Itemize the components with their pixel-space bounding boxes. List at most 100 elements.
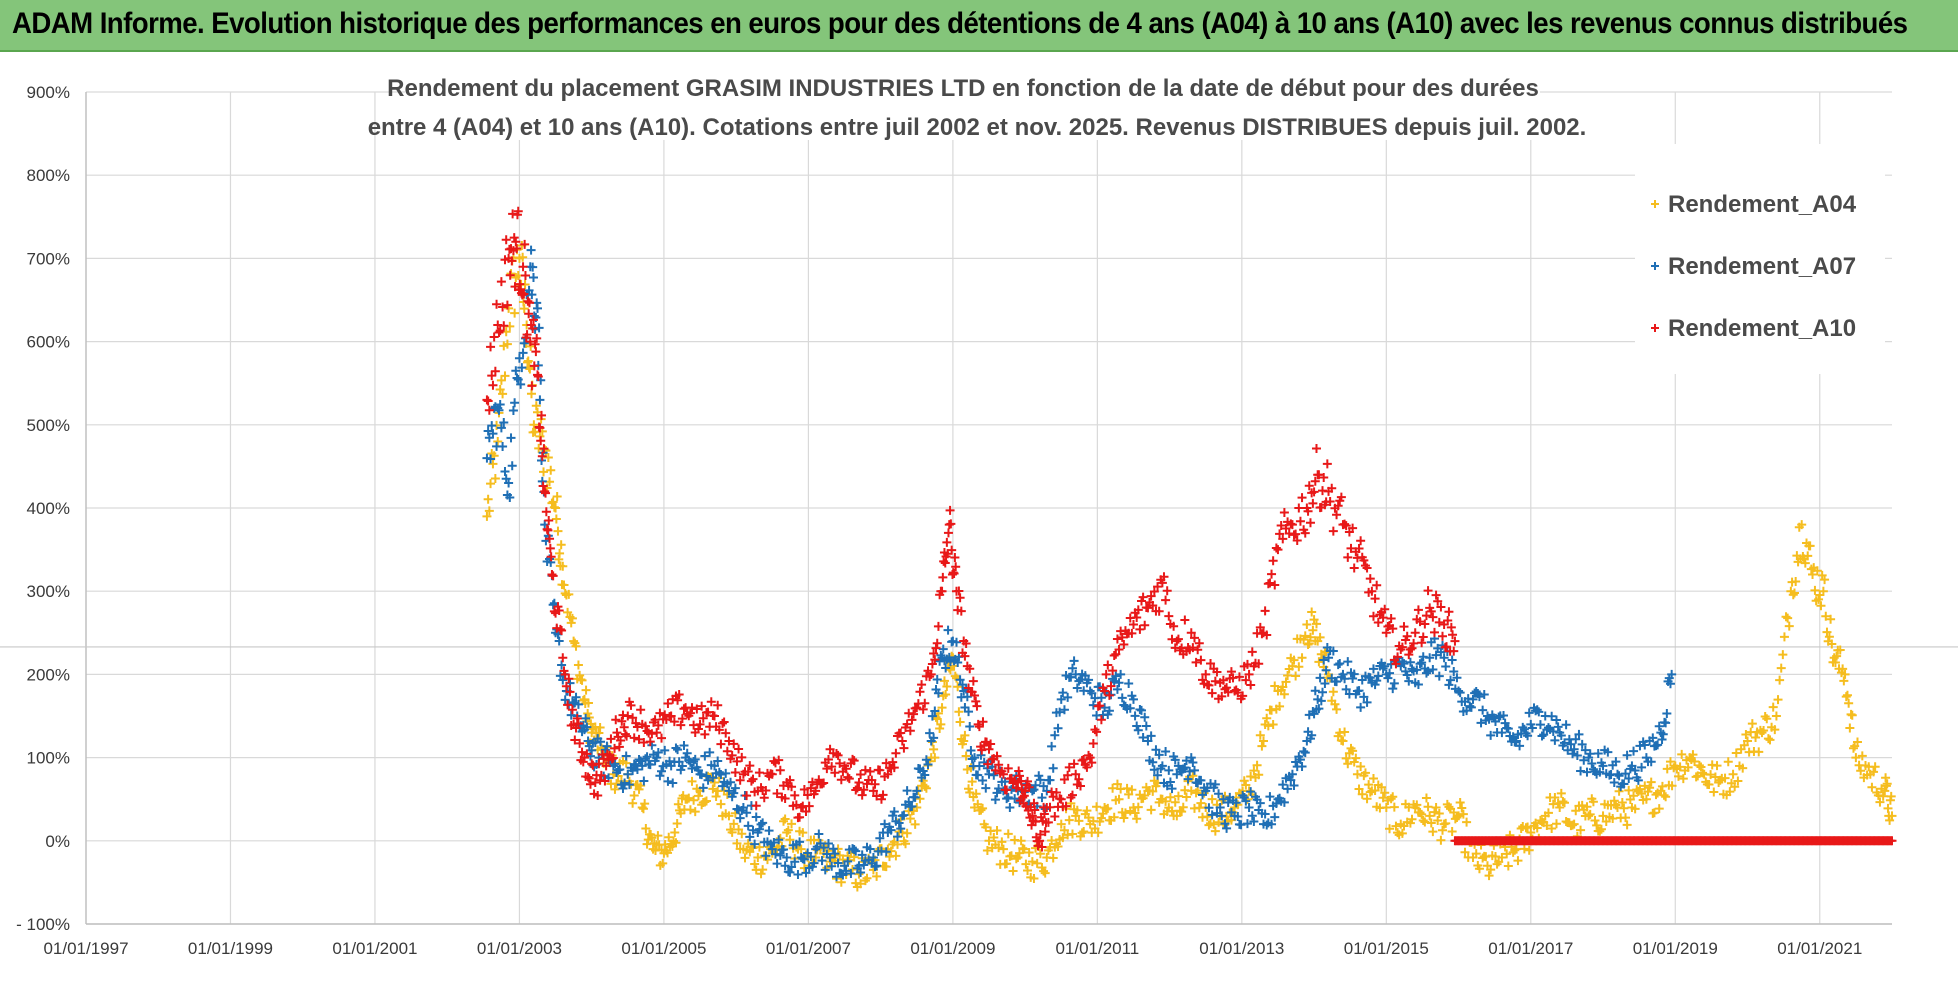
data-point xyxy=(505,492,515,502)
data-point xyxy=(532,333,542,343)
data-point xyxy=(714,725,724,735)
data-point xyxy=(767,769,777,779)
data-point xyxy=(713,700,723,710)
data-point xyxy=(506,433,516,443)
data-point xyxy=(1207,688,1217,698)
data-point xyxy=(775,833,785,843)
data-point xyxy=(557,660,567,670)
data-point xyxy=(657,733,667,743)
data-point xyxy=(1151,745,1161,755)
data-point xyxy=(1021,859,1031,869)
data-point xyxy=(881,862,891,872)
data-point xyxy=(1614,786,1624,796)
data-point xyxy=(1518,722,1528,732)
data-point xyxy=(698,783,708,793)
data-point xyxy=(1116,669,1126,679)
data-point xyxy=(1404,676,1414,686)
chart-title-backdrop xyxy=(405,62,1540,140)
data-point xyxy=(641,823,651,833)
data-point xyxy=(896,824,906,834)
data-point xyxy=(1305,632,1315,642)
data-point xyxy=(1222,823,1232,833)
data-point xyxy=(1104,690,1114,700)
data-point xyxy=(968,676,978,686)
chart: 900% 800% 700% 600% 500% 400% 300% 200% 100% 0% - … xyxy=(0,54,1958,985)
data-point xyxy=(1324,653,1334,663)
data-point xyxy=(484,506,494,516)
data-point xyxy=(994,760,1004,770)
data-point xyxy=(1292,535,1302,545)
data-point xyxy=(740,853,750,863)
data-point xyxy=(1289,655,1299,665)
data-point xyxy=(1309,709,1319,719)
data-point xyxy=(563,700,573,710)
data-point xyxy=(848,864,858,874)
data-point xyxy=(1180,615,1190,625)
data-point xyxy=(1233,811,1243,821)
data-point xyxy=(1490,716,1500,726)
data-point xyxy=(753,852,763,862)
data-point xyxy=(652,753,662,763)
data-point xyxy=(1222,683,1232,693)
series-Rendement_A07 xyxy=(482,245,1677,882)
data-point xyxy=(1372,676,1382,686)
data-point xyxy=(764,826,774,836)
data-point xyxy=(1576,766,1586,776)
chart-legend: Rendement_A04 Rendement_A07 Rendement_A10 xyxy=(1635,144,1885,374)
data-point xyxy=(910,792,920,802)
data-point xyxy=(1649,808,1659,818)
data-point xyxy=(941,689,951,699)
data-point xyxy=(896,728,906,738)
x-tick-label: 01/01/1997 xyxy=(43,939,128,958)
data-point xyxy=(1497,728,1507,738)
data-point xyxy=(1577,739,1587,749)
data-point xyxy=(624,780,634,790)
data-point xyxy=(1063,770,1073,780)
data-point xyxy=(926,669,936,679)
data-point xyxy=(483,396,493,406)
data-point xyxy=(1413,605,1423,615)
data-point xyxy=(1048,763,1058,773)
data-point xyxy=(1524,708,1534,718)
data-point xyxy=(1295,755,1305,765)
data-point xyxy=(486,454,496,464)
data-point xyxy=(1209,819,1219,829)
data-point xyxy=(1332,704,1342,714)
data-point xyxy=(527,381,537,391)
data-point xyxy=(1117,693,1127,703)
data-point xyxy=(1452,673,1462,683)
data-point xyxy=(1043,817,1053,827)
data-point xyxy=(1503,724,1513,734)
data-point xyxy=(1646,757,1656,767)
data-point xyxy=(482,395,492,405)
data-point xyxy=(1255,622,1265,632)
data-point xyxy=(1286,775,1296,785)
data-point xyxy=(841,866,851,876)
data-point xyxy=(785,775,795,785)
data-point xyxy=(1297,761,1307,771)
data-point xyxy=(1665,757,1675,767)
data-point xyxy=(584,773,594,783)
data-point xyxy=(1178,802,1188,812)
data-point xyxy=(1696,762,1706,772)
y-tick-label: 800% xyxy=(27,166,70,185)
data-point xyxy=(1380,661,1390,671)
data-point xyxy=(1651,790,1661,800)
data-point xyxy=(1300,528,1310,538)
data-point xyxy=(1775,675,1785,685)
data-point xyxy=(1421,668,1431,678)
data-point xyxy=(486,342,496,352)
data-point xyxy=(1446,675,1456,685)
y-tick-label: 300% xyxy=(27,582,70,601)
data-point xyxy=(1315,673,1325,683)
data-point xyxy=(1138,732,1148,742)
data-point xyxy=(989,832,999,842)
data-point xyxy=(1023,776,1033,786)
legend-label: Rendement_A07 xyxy=(1668,253,1856,280)
data-point xyxy=(1112,779,1122,789)
data-point xyxy=(533,371,543,381)
data-point xyxy=(953,657,963,667)
data-point xyxy=(621,751,631,761)
data-point xyxy=(629,733,639,743)
data-point xyxy=(664,832,674,842)
